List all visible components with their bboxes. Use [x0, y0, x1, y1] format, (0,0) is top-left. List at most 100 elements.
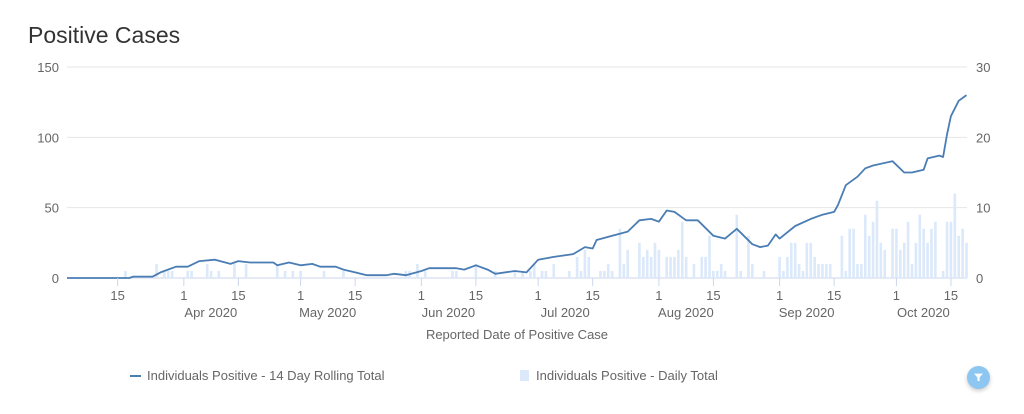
- daily-total-bar: [606, 263, 610, 278]
- daily-total-bar: [965, 242, 968, 278]
- x-axis-tick-label: 15: [706, 288, 720, 303]
- daily-total-bar: [871, 221, 875, 278]
- daily-total-bar: [642, 256, 645, 278]
- x-axis-month-label: Jun 2020: [422, 305, 476, 320]
- daily-total-bar: [801, 270, 805, 278]
- left-axis-tick-label: 50: [45, 201, 59, 216]
- daily-total-bar: [657, 249, 661, 278]
- daily-total-bar: [579, 270, 583, 278]
- daily-total-bar: [848, 228, 851, 278]
- daily-total-bar: [244, 263, 248, 278]
- funnel-icon: [974, 373, 983, 382]
- daily-total-bar: [209, 270, 213, 278]
- daily-total-bar: [342, 270, 345, 278]
- daily-total-bar: [735, 214, 739, 278]
- daily-total-bar: [669, 256, 672, 278]
- daily-total-bar: [786, 256, 789, 278]
- daily-total-bar: [568, 270, 571, 278]
- daily-total-bar: [170, 270, 174, 278]
- daily-total-bar: [778, 256, 781, 278]
- daily-total-bar: [949, 221, 953, 278]
- daily-total-bar: [789, 242, 793, 278]
- daily-total-bar: [782, 270, 785, 278]
- daily-total-bar: [813, 256, 816, 278]
- legend-item-daily-total[interactable]: Individuals Positive - Daily Total: [520, 368, 718, 383]
- daily-total-bar: [474, 263, 478, 278]
- daily-total-bar: [322, 270, 326, 278]
- legend-line-swatch: [130, 374, 141, 377]
- daily-total-bar: [797, 263, 801, 278]
- daily-total-bar: [891, 228, 894, 278]
- daily-total-bar: [883, 249, 887, 278]
- daily-total-bar: [817, 263, 820, 278]
- daily-total-bar: [610, 270, 614, 278]
- x-axis-month-label: Oct 2020: [897, 305, 950, 320]
- daily-total-bar: [283, 270, 287, 278]
- daily-total-bar: [455, 270, 458, 278]
- daily-total-bar: [638, 242, 641, 278]
- daily-total-bar: [583, 249, 587, 278]
- daily-total-bar: [751, 263, 754, 278]
- daily-total-bar: [529, 270, 532, 278]
- daily-total-bar: [821, 263, 824, 278]
- daily-total-bar: [715, 270, 719, 278]
- daily-total-bar: [926, 242, 929, 278]
- daily-total-bar: [739, 270, 742, 278]
- daily-total-bar: [856, 263, 859, 278]
- daily-total-bar: [840, 235, 844, 278]
- daily-total-bar: [961, 228, 964, 278]
- daily-total-bar: [532, 263, 536, 278]
- chart-title: Positive Cases: [28, 22, 181, 48]
- daily-total-bar: [163, 270, 166, 278]
- daily-total-bar: [552, 263, 556, 278]
- daily-total-bar: [217, 270, 221, 278]
- daily-total-bar: [677, 249, 680, 278]
- x-axis-month-label: Jul 2020: [541, 305, 590, 320]
- daily-total-bar: [747, 235, 750, 278]
- x-axis-month-label: Aug 2020: [658, 305, 714, 320]
- daily-total-bar: [575, 256, 579, 278]
- x-axis-tick-label: 1: [180, 288, 187, 303]
- daily-total-bar: [618, 228, 622, 278]
- daily-total-bar: [587, 256, 591, 278]
- daily-total-bar: [793, 242, 797, 278]
- daily-total-bar: [844, 270, 848, 278]
- x-axis-tick-label: 15: [348, 288, 362, 303]
- daily-total-bar: [186, 270, 190, 278]
- daily-total-bar: [852, 228, 855, 278]
- daily-total-bar: [895, 228, 898, 278]
- x-axis-title: Reported Date of Positive Case: [426, 327, 608, 342]
- x-axis-tick-label: 15: [585, 288, 599, 303]
- daily-total-bar: [953, 193, 957, 278]
- right-axis-tick-label: 20: [976, 130, 990, 145]
- daily-total-bar: [945, 221, 949, 278]
- left-axis-tick-label: 100: [37, 130, 59, 145]
- daily-total-bar: [762, 270, 766, 278]
- x-axis-tick-label: 1: [297, 288, 304, 303]
- x-axis-tick-label: 15: [469, 288, 483, 303]
- daily-total-bar: [704, 256, 707, 278]
- rolling-total-line: [67, 94, 968, 279]
- x-axis-tick-label: 15: [827, 288, 841, 303]
- daily-total-bar: [899, 249, 902, 278]
- x-axis-tick-label: 15: [231, 288, 245, 303]
- left-axis-tick-label: 150: [37, 60, 59, 75]
- daily-total-bar: [645, 249, 649, 278]
- legend-item-rolling-total[interactable]: Individuals Positive - 14 Day Rolling To…: [130, 368, 385, 383]
- x-axis-month-label: May 2020: [299, 305, 356, 320]
- daily-total-bar: [649, 256, 653, 278]
- daily-total-bar: [941, 270, 945, 278]
- daily-total-bar: [700, 256, 704, 278]
- daily-total-bar: [828, 263, 832, 278]
- right-axis-tick-label: 0: [976, 271, 983, 286]
- legend-label: Individuals Positive - Daily Total: [536, 368, 718, 383]
- daily-total-bar: [957, 235, 961, 278]
- daily-total-bar: [922, 228, 925, 278]
- filter-button[interactable]: [967, 366, 990, 389]
- daily-total-bar: [599, 270, 602, 278]
- daily-total-bar: [918, 214, 922, 278]
- daily-total-bar: [673, 256, 676, 278]
- daily-total-bar: [712, 270, 715, 278]
- daily-total-bar: [879, 242, 883, 278]
- daily-total-bar: [708, 235, 711, 278]
